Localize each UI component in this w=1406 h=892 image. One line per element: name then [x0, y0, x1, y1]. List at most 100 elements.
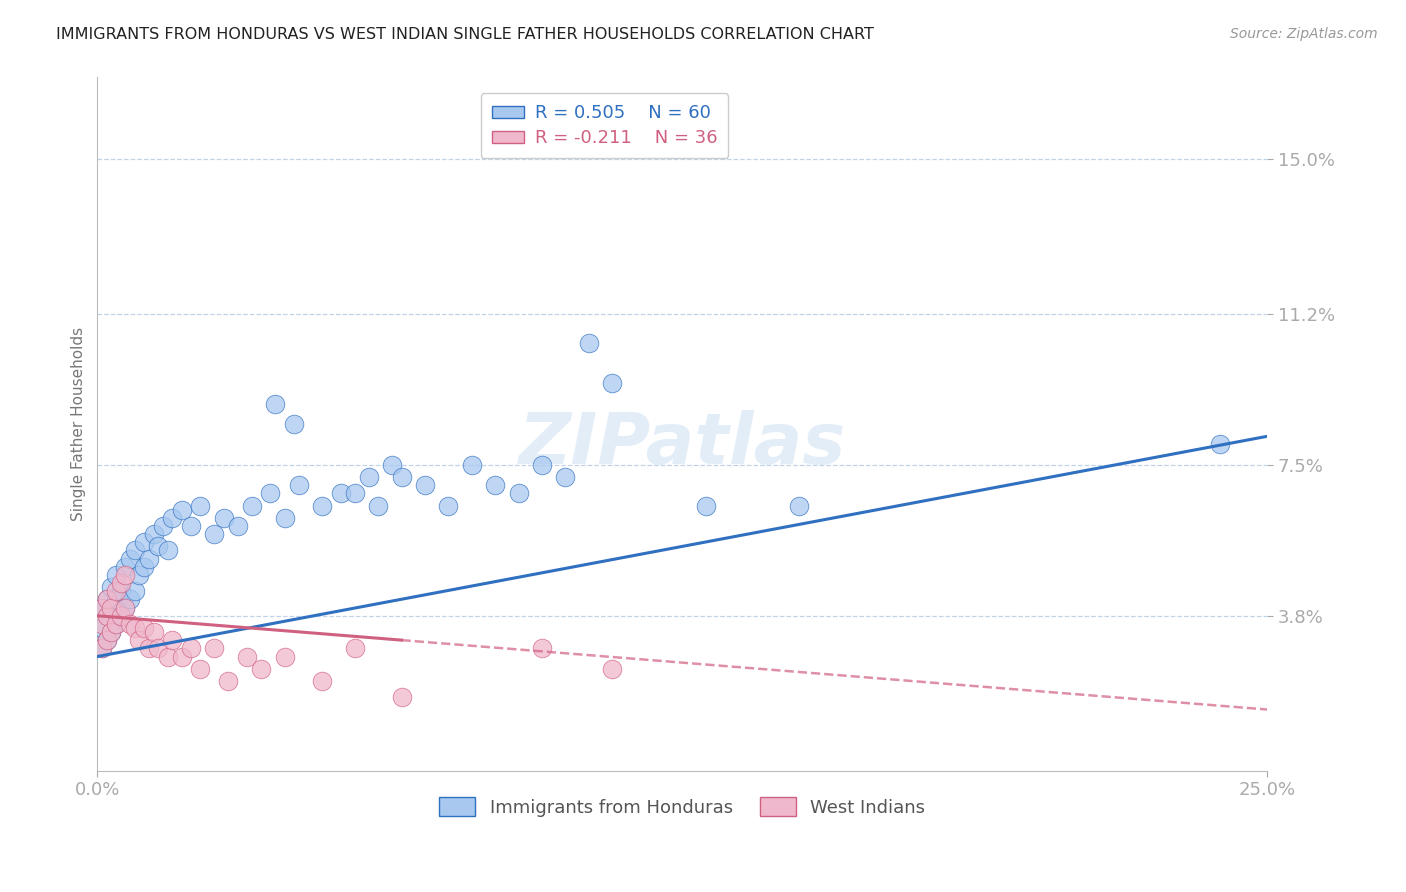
Point — [114, 600, 136, 615]
Point — [217, 673, 239, 688]
Point — [180, 519, 202, 533]
Text: ZIPatlas: ZIPatlas — [519, 410, 846, 479]
Point — [120, 551, 142, 566]
Point — [1209, 437, 1232, 451]
Point — [367, 499, 389, 513]
Point — [96, 592, 118, 607]
Point — [105, 592, 128, 607]
Point — [240, 499, 263, 513]
Point — [554, 470, 576, 484]
Point — [250, 662, 273, 676]
Point — [156, 649, 179, 664]
Point — [105, 616, 128, 631]
Point — [180, 641, 202, 656]
Point — [124, 621, 146, 635]
Point — [264, 397, 287, 411]
Point — [273, 511, 295, 525]
Point — [287, 478, 309, 492]
Point — [96, 608, 118, 623]
Point — [96, 592, 118, 607]
Point — [100, 625, 122, 640]
Point — [357, 470, 380, 484]
Point — [283, 417, 305, 431]
Point — [100, 600, 122, 615]
Point — [600, 376, 623, 391]
Point — [508, 486, 530, 500]
Point — [114, 600, 136, 615]
Point — [156, 543, 179, 558]
Point — [91, 621, 114, 635]
Point — [91, 600, 114, 615]
Point — [152, 519, 174, 533]
Point — [134, 559, 156, 574]
Y-axis label: Single Father Households: Single Father Households — [72, 327, 86, 521]
Point — [138, 641, 160, 656]
Point — [110, 584, 132, 599]
Point — [114, 559, 136, 574]
Point — [460, 458, 482, 472]
Point — [100, 625, 122, 640]
Point — [96, 633, 118, 648]
Point — [110, 608, 132, 623]
Point — [600, 662, 623, 676]
Point — [96, 608, 118, 623]
Text: Source: ZipAtlas.com: Source: ZipAtlas.com — [1230, 27, 1378, 41]
Point — [202, 527, 225, 541]
Point — [96, 633, 118, 648]
Point — [188, 499, 211, 513]
Point — [128, 633, 150, 648]
Point — [148, 641, 170, 656]
Point — [343, 486, 366, 500]
Point — [530, 641, 553, 656]
Point — [142, 527, 165, 541]
Point — [391, 690, 413, 705]
Point — [100, 600, 122, 615]
Point — [142, 625, 165, 640]
Point — [105, 584, 128, 599]
Point — [236, 649, 259, 664]
Point — [381, 458, 404, 472]
Point — [391, 470, 413, 484]
Point — [202, 641, 225, 656]
Point — [170, 502, 193, 516]
Point — [329, 486, 352, 500]
Point — [114, 568, 136, 582]
Legend: Immigrants from Honduras, West Indians: Immigrants from Honduras, West Indians — [432, 790, 932, 824]
Point — [787, 499, 810, 513]
Point — [695, 499, 717, 513]
Point — [134, 535, 156, 549]
Point — [124, 543, 146, 558]
Point — [226, 519, 249, 533]
Point — [578, 335, 600, 350]
Point — [311, 499, 333, 513]
Point — [259, 486, 281, 500]
Point — [110, 576, 132, 591]
Point — [413, 478, 436, 492]
Point — [105, 616, 128, 631]
Point — [91, 616, 114, 631]
Point — [188, 662, 211, 676]
Point — [273, 649, 295, 664]
Point — [484, 478, 506, 492]
Point — [120, 616, 142, 631]
Point — [212, 511, 235, 525]
Point — [148, 540, 170, 554]
Point — [120, 592, 142, 607]
Text: IMMIGRANTS FROM HONDURAS VS WEST INDIAN SINGLE FATHER HOUSEHOLDS CORRELATION CHA: IMMIGRANTS FROM HONDURAS VS WEST INDIAN … — [56, 27, 875, 42]
Point — [91, 600, 114, 615]
Point — [124, 584, 146, 599]
Point — [160, 633, 183, 648]
Point — [134, 621, 156, 635]
Point — [91, 641, 114, 656]
Point — [311, 673, 333, 688]
Point — [91, 641, 114, 656]
Point — [160, 511, 183, 525]
Point — [343, 641, 366, 656]
Point — [128, 568, 150, 582]
Point — [110, 608, 132, 623]
Point — [530, 458, 553, 472]
Point — [437, 499, 460, 513]
Point — [100, 580, 122, 594]
Point — [105, 568, 128, 582]
Point — [170, 649, 193, 664]
